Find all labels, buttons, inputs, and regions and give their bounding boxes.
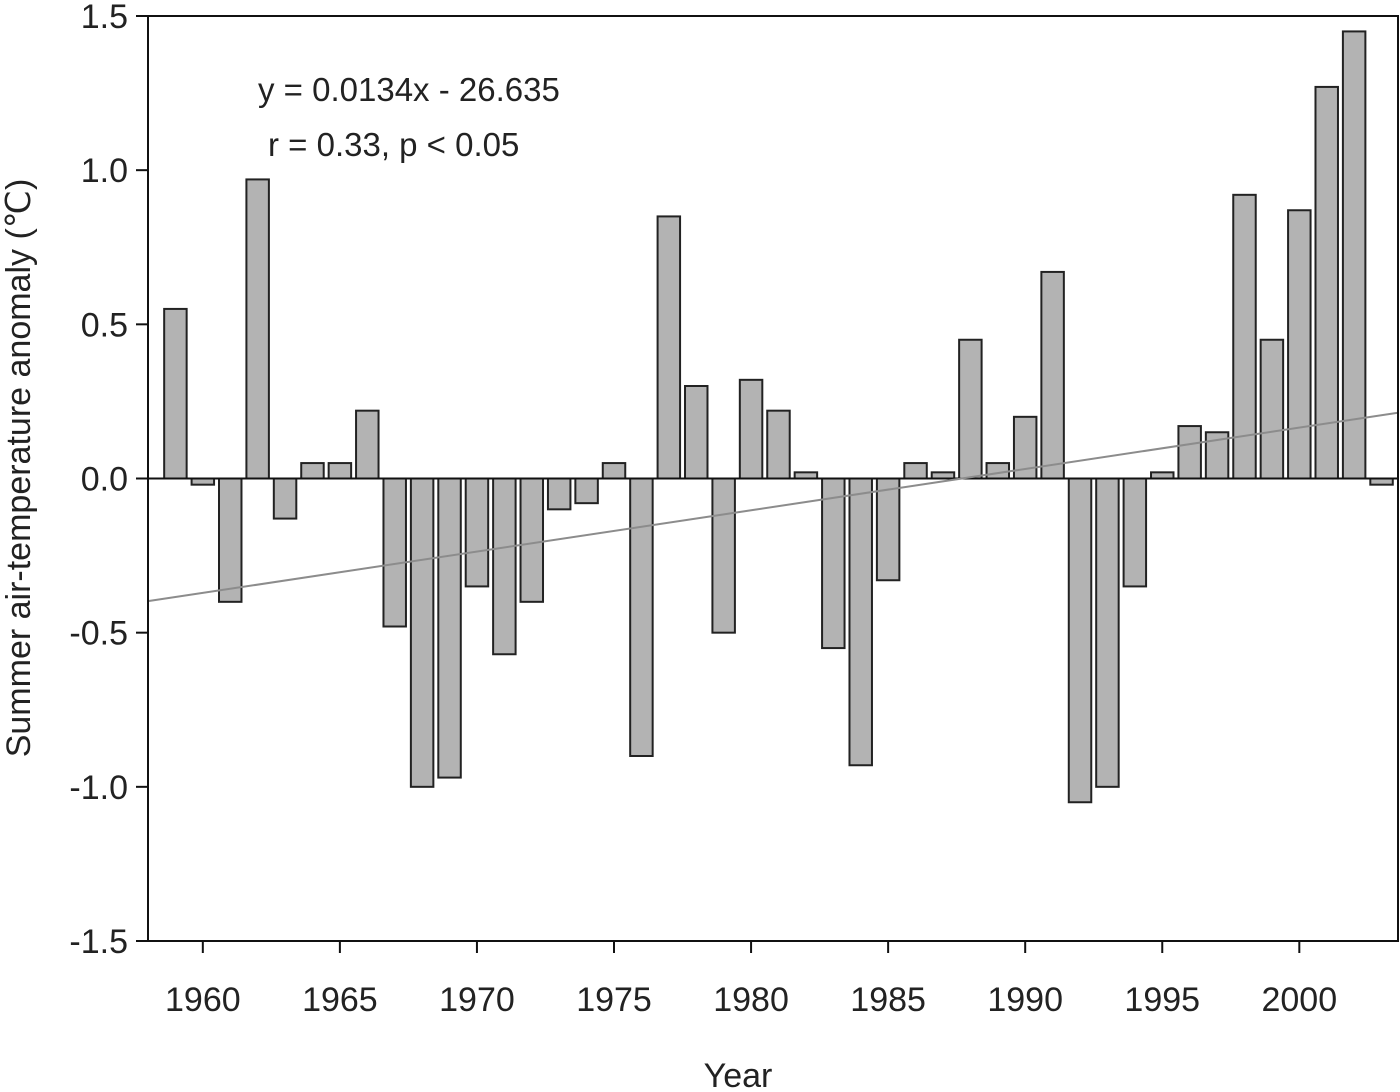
y-tick-label: 0.5 <box>81 306 128 344</box>
bar-1967 <box>382 477 407 628</box>
bar-1999 <box>1259 338 1285 480</box>
bar-1968 <box>409 477 435 788</box>
bar-1971 <box>492 477 517 656</box>
bar-1984 <box>848 477 873 767</box>
bar-1985 <box>875 477 901 582</box>
correlation-annotation: r = 0.33, p < 0.05 <box>268 126 519 163</box>
bar-1969 <box>437 477 462 779</box>
bar-1986 <box>903 462 928 480</box>
y-tick-label: -0.5 <box>69 615 128 653</box>
bar-1974 <box>574 477 599 505</box>
bar-1994 <box>1122 477 1148 588</box>
bar-1963 <box>272 477 298 520</box>
bar-1973 <box>546 477 572 511</box>
bars <box>163 30 1394 804</box>
bar-1972 <box>519 477 545 603</box>
bar-1959 <box>163 307 188 480</box>
bar-1993 <box>1095 477 1120 788</box>
bar-1965 <box>327 462 353 480</box>
bar-1981 <box>766 409 791 480</box>
x-tick-label: 1980 <box>713 981 789 1019</box>
trend-line <box>147 411 1399 603</box>
y-axis: 1.5 1.0 0.5 0.0 -0.5 -1.0 -1.5 <box>69 0 148 961</box>
bar-1980 <box>738 378 764 480</box>
bar-1992 <box>1067 477 1093 804</box>
bar-1975 <box>601 462 627 480</box>
bar-1961 <box>218 477 243 603</box>
x-axis: 1960 1965 1970 1975 1980 1985 1990 1995 2000 <box>165 941 1337 1019</box>
x-tick-label: 1995 <box>1124 981 1200 1019</box>
bar-1976 <box>629 477 654 757</box>
x-tick-label: 1975 <box>576 981 652 1019</box>
bar-1966 <box>355 409 380 480</box>
bar-1991 <box>1040 270 1065 480</box>
y-tick-label: 1.5 <box>81 0 128 36</box>
bar-1964 <box>300 462 325 480</box>
bar-1962 <box>245 178 270 480</box>
bar-2002 <box>1341 30 1367 480</box>
y-tick-label: 1.0 <box>81 152 128 190</box>
x-tick-label: 1985 <box>850 981 926 1019</box>
bar-2001 <box>1314 85 1339 480</box>
bar-1996 <box>1177 425 1202 480</box>
x-tick-label: 1990 <box>987 981 1063 1019</box>
bar-1989 <box>985 462 1011 480</box>
regression-equation: y = 0.0134x - 26.635 <box>258 71 560 108</box>
bar-1970 <box>464 477 490 588</box>
bar-2000 <box>1287 209 1312 480</box>
y-tick-label: 0.0 <box>81 461 128 499</box>
x-axis-title: Year <box>704 1057 773 1092</box>
y-axis-title: Summer air-temperature anomaly (℃) <box>0 179 38 758</box>
x-tick-label: 1960 <box>165 981 241 1019</box>
bar-1983 <box>821 477 846 650</box>
bar-1979 <box>711 477 736 634</box>
bar-1977 <box>656 215 682 480</box>
x-tick-label: 1970 <box>439 981 515 1019</box>
y-tick-label: -1.5 <box>69 923 128 961</box>
y-tick-label: -1.0 <box>69 769 128 807</box>
x-tick-label: 1965 <box>302 981 378 1019</box>
x-tick-label: 2000 <box>1261 981 1337 1019</box>
bar-1978 <box>684 385 709 480</box>
bar-1988 <box>958 338 983 480</box>
